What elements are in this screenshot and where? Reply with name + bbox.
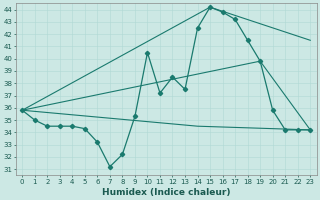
X-axis label: Humidex (Indice chaleur): Humidex (Indice chaleur) — [102, 188, 230, 197]
